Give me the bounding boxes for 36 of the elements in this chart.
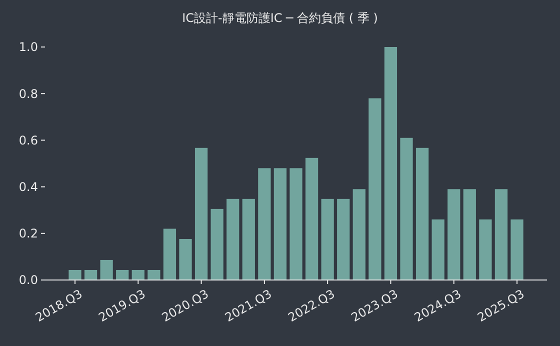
bar bbox=[226, 198, 240, 280]
bar bbox=[163, 228, 176, 280]
bar bbox=[132, 270, 144, 280]
bar bbox=[400, 138, 413, 280]
bar bbox=[258, 168, 271, 280]
bar bbox=[148, 270, 160, 280]
bar bbox=[100, 260, 113, 280]
y-tick-label: 0.8 bbox=[18, 86, 38, 101]
bar bbox=[290, 168, 302, 280]
bar bbox=[116, 270, 129, 280]
bar bbox=[242, 198, 255, 280]
bar bbox=[448, 189, 460, 280]
bar bbox=[510, 219, 524, 280]
bar bbox=[463, 189, 476, 280]
bar bbox=[494, 189, 508, 280]
y-tick-label: 1.0 bbox=[18, 40, 38, 54]
y-tick-label: 0.6 bbox=[18, 133, 38, 148]
bar bbox=[84, 270, 98, 280]
bar bbox=[337, 198, 350, 280]
y-tick-label: 0.0 bbox=[18, 273, 38, 288]
bar bbox=[479, 219, 492, 280]
bar bbox=[179, 238, 192, 280]
bar bbox=[368, 98, 382, 280]
bar bbox=[68, 270, 82, 280]
bar bbox=[194, 148, 208, 280]
bar bbox=[432, 219, 444, 280]
bar bbox=[305, 158, 318, 280]
y-tick-label: 0.4 bbox=[18, 180, 38, 194]
bar bbox=[210, 208, 224, 280]
y-tick-label: 0.2 bbox=[18, 226, 38, 241]
bar bbox=[352, 189, 366, 280]
chart-title: IC設計-靜電防護IC ─ 合約負債 ( 季 ) bbox=[182, 11, 378, 25]
bar bbox=[274, 168, 287, 280]
bar bbox=[321, 198, 334, 280]
bar bbox=[384, 47, 398, 280]
bar bbox=[416, 148, 429, 280]
